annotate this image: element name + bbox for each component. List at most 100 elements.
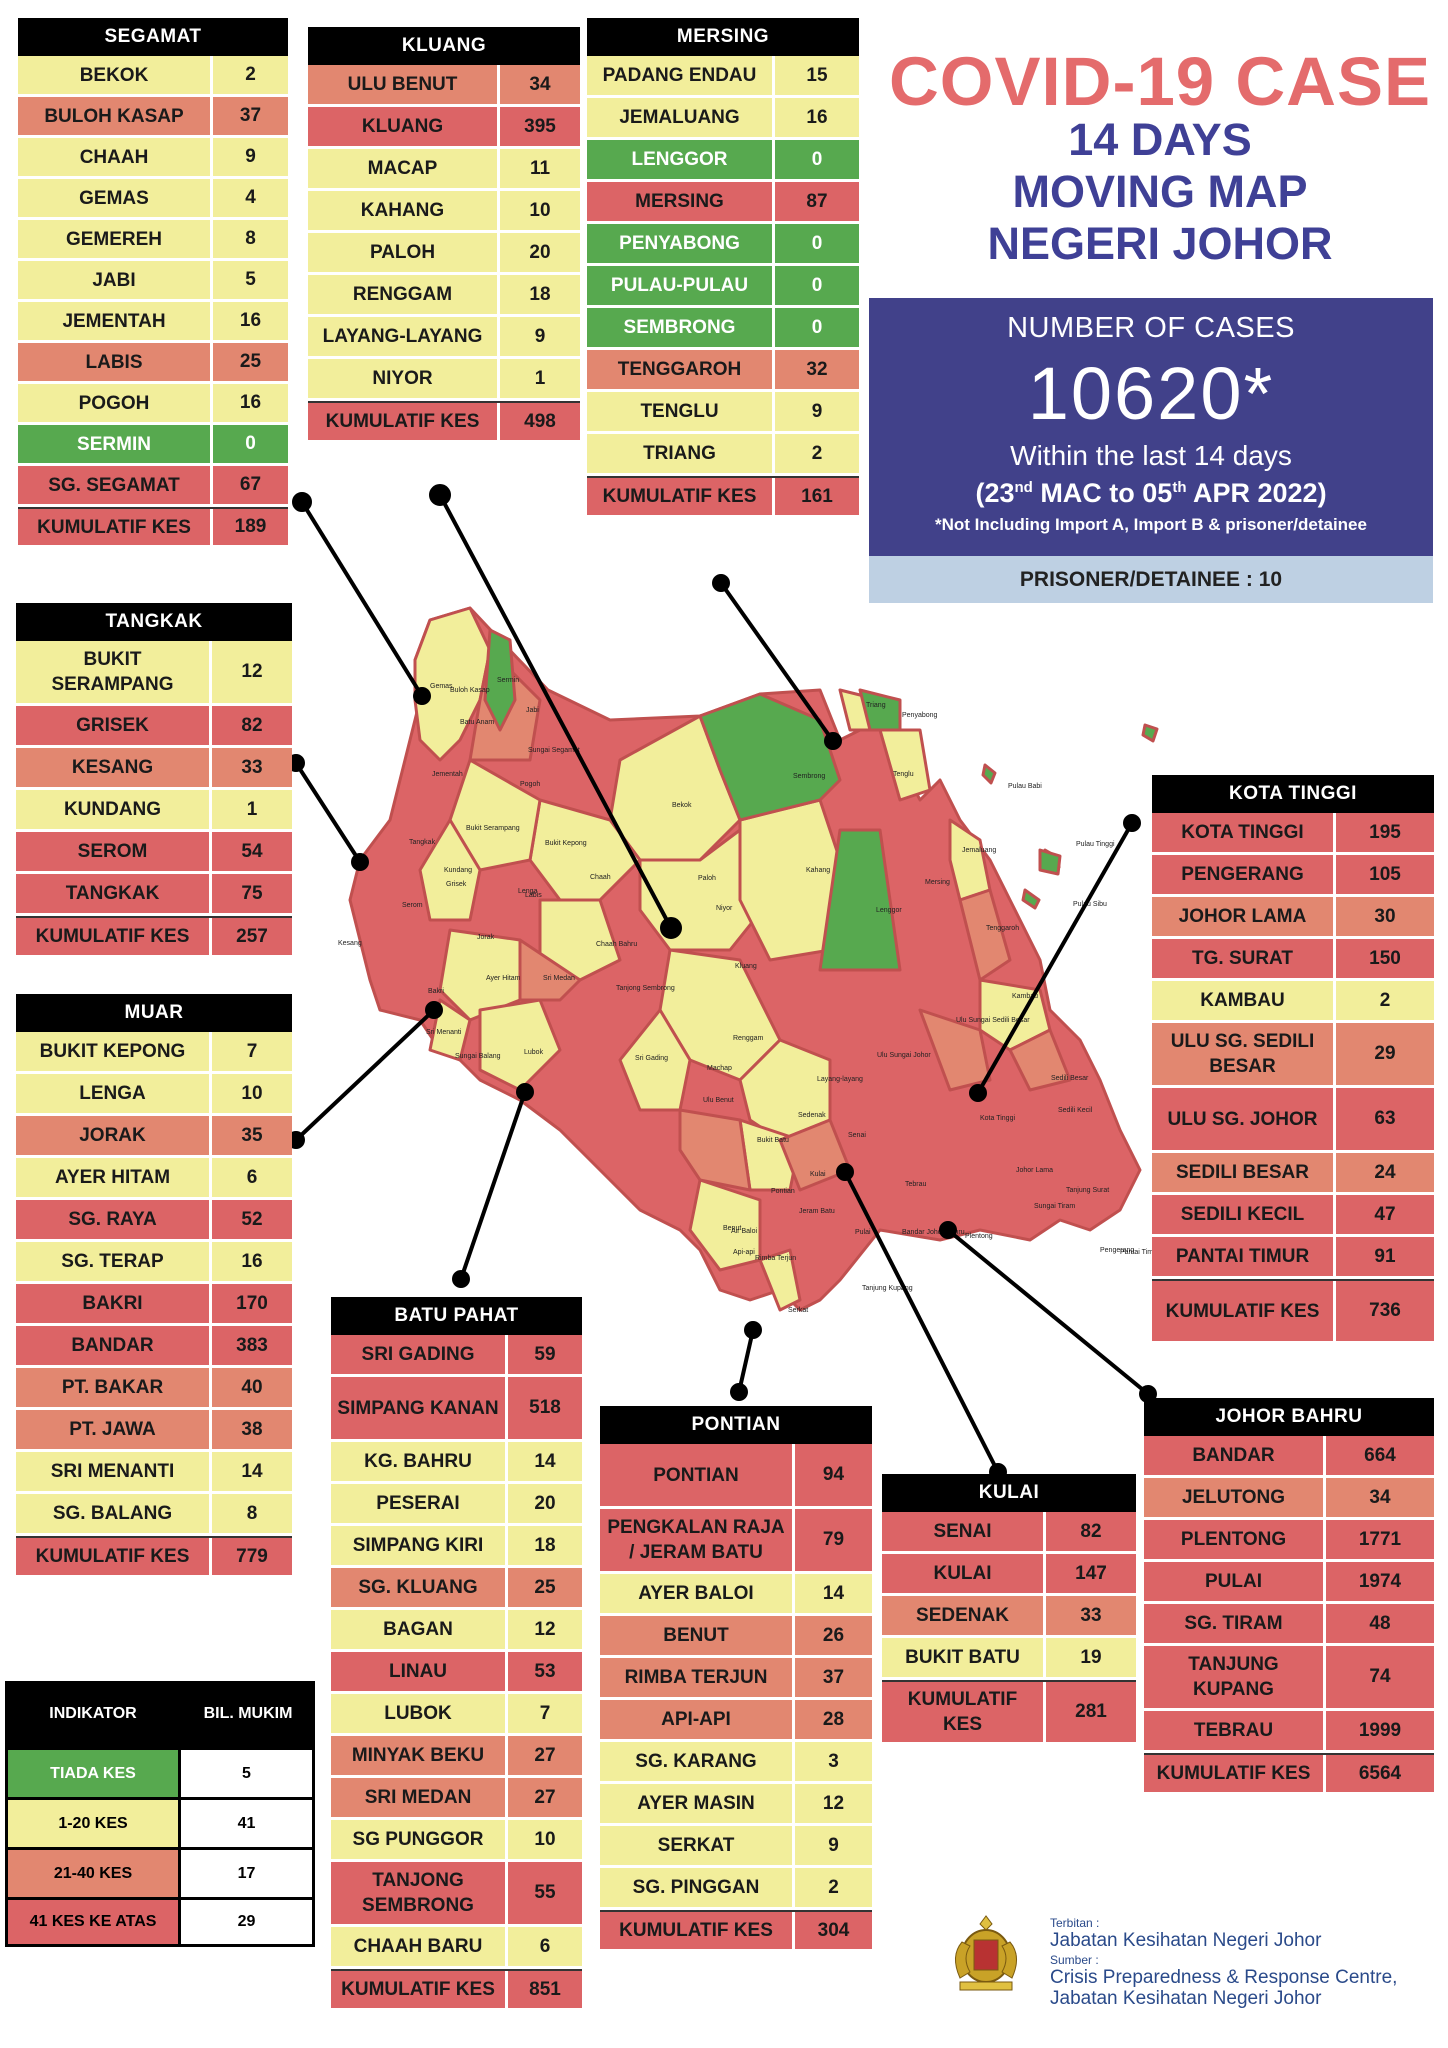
mukim-row: KULAI 147	[882, 1554, 1136, 1596]
mukim-name: PESERAI	[331, 1484, 508, 1523]
mukim-name: TANGKAK	[16, 874, 212, 913]
source-label: Sumber :	[1050, 1953, 1099, 1967]
mukim-row: SG. PINGGAN 2	[600, 1868, 872, 1910]
jata-negara-crest-icon	[955, 1915, 1017, 1991]
mukim-name: PALOH	[308, 233, 500, 272]
mukim-row: GRISEK 82	[16, 706, 292, 748]
kluang-header: KLUANG	[308, 27, 580, 65]
mukim-name: GRISEK	[16, 706, 212, 745]
mukim-name: BUKIT KEPONG	[16, 1032, 212, 1071]
mukim-cases: 25	[508, 1568, 582, 1607]
mukim-row: PT. BAKAR 40	[16, 1368, 292, 1410]
mukim-cases: 26	[795, 1616, 872, 1655]
mukim-row: ULU BENUT 34	[308, 65, 580, 107]
map-label: Sembrong	[793, 773, 825, 780]
mukim-row: MACAP 11	[308, 149, 580, 191]
prisoner-count: PRISONER/DETAINEE : 10	[869, 556, 1433, 603]
cumulative-row: KUMULATIF KES 6564	[1144, 1753, 1434, 1795]
mukim-name: MINYAK BEKU	[331, 1736, 508, 1775]
mukim-row: LENGGOR 0	[587, 140, 859, 182]
legend-indicator: 21-40 KES	[5, 1850, 181, 1897]
summary-total: 10620*	[1027, 352, 1275, 435]
mukim-cases: 67	[213, 466, 288, 504]
mukim-cases: 1	[500, 359, 580, 398]
mukim-name: JOHOR LAMA	[1152, 897, 1336, 936]
map-label: Renggam	[733, 1035, 764, 1042]
mukim-cases: 27	[508, 1778, 582, 1817]
mukim-name: SG PUNGGOR	[331, 1820, 508, 1859]
map-label: Jemaluang	[962, 847, 996, 854]
map-label: Machap	[707, 1065, 732, 1072]
mukim-name: SEMBRONG	[587, 308, 775, 347]
mukim-name: KUNDANG	[16, 790, 212, 829]
map-label: Sermin	[497, 677, 519, 684]
mukim-cases: 6564	[1326, 1755, 1434, 1792]
mukim-cases: 47	[1336, 1195, 1434, 1234]
mukim-name: SIMPANG KANAN	[331, 1377, 508, 1439]
map-label: Lenga	[518, 888, 538, 895]
map-label: Pulai	[855, 1229, 871, 1236]
legend-row: 41 KES KE ATAS 29	[5, 1897, 315, 1947]
mukim-cases: 63	[1336, 1088, 1434, 1150]
mukim-name: SEROM	[16, 832, 212, 871]
mukim-name: SRI GADING	[331, 1335, 508, 1374]
map-label: Layang-layang	[817, 1076, 863, 1083]
map-label: Bukit Kepong	[545, 840, 587, 847]
map-label: Sungai Balang	[455, 1053, 501, 1060]
summary-within: Within the last 14 days	[1010, 440, 1292, 471]
mukim-cases: 53	[508, 1652, 582, 1691]
map-label: Api-api	[733, 1249, 755, 1256]
mukim-row: PULAU-PULAU 0	[587, 266, 859, 308]
mukim-cases: 395	[500, 107, 580, 146]
mukim-row: MERSING 87	[587, 182, 859, 224]
mukim-cases: 6	[212, 1158, 292, 1197]
batu-pahat-table: BATU PAHAT SRI GADING 59 SIMPANG KANAN 518 KG…	[331, 1297, 582, 2011]
mukim-name: JORAK	[16, 1116, 212, 1155]
map-label: Pulau Tinggi	[1076, 841, 1115, 848]
mukim-name: SEDILI KECIL	[1152, 1195, 1336, 1234]
mukim-cases: 0	[775, 140, 859, 179]
map-label: Ulu Benut	[703, 1097, 734, 1104]
mukim-cases: 0	[775, 308, 859, 347]
mukim-row: BANDAR 383	[16, 1326, 292, 1368]
mukim-name: PENGKALAN RAJA / JERAM BATU	[600, 1509, 795, 1571]
legend-header-count: BIL. MUKIM	[203, 1705, 293, 1722]
kulai-header: KULAI	[882, 1474, 1136, 1512]
mukim-row: TANGKAK 75	[16, 874, 292, 916]
mukim-row: TANJUNG KUPANG 74	[1144, 1646, 1434, 1711]
mukim-cases: 29	[1336, 1023, 1434, 1085]
mukim-name: PULAU-PULAU	[587, 266, 775, 305]
mukim-cases: 55	[508, 1862, 582, 1924]
map-region-lenggor	[818, 828, 902, 972]
map-region-serkat	[758, 1248, 802, 1312]
mukim-cases: 16	[213, 384, 288, 422]
mukim-cases: 82	[212, 706, 292, 745]
range-end: APR 2022)	[1186, 478, 1327, 508]
mukim-cases: 8	[213, 220, 288, 258]
map-region-pontian-north	[688, 1178, 762, 1272]
mukim-cases: 15	[775, 56, 859, 95]
mukim-row: TEBRAU 1999	[1144, 1711, 1434, 1753]
mukim-cases: 9	[213, 138, 288, 176]
mukim-row: TENGGAROH 32	[587, 350, 859, 392]
kluang-table: KLUANG ULU BENUT 34 KLUANG 395 MACAP 11 KAHANG 1…	[308, 27, 580, 443]
legend-header: INDIKATOR BIL. MUKIM	[5, 1681, 315, 1747]
cumulative-row: KUMULATIF KES 281	[882, 1680, 1136, 1745]
mukim-row: TRIANG 2	[587, 434, 859, 476]
mukim-cases: 257	[212, 918, 292, 955]
mukim-cases: 14	[212, 1452, 292, 1491]
summary-box: NUMBER OF CASES 10620* Within the last 1…	[869, 298, 1433, 556]
mukim-cases: 12	[508, 1610, 582, 1649]
map-label: Sedili Kecil	[1058, 1107, 1093, 1114]
map-label: Lenggor	[876, 907, 902, 914]
mukim-cases: 52	[212, 1200, 292, 1239]
title-sub: 14 DAYS MOVING MAP NEGERI JOHOR	[900, 114, 1420, 270]
mukim-row: PULAI 1974	[1144, 1562, 1434, 1604]
map-label: Sungai Segamat	[528, 747, 580, 754]
map-label: Kesang	[338, 940, 362, 947]
summary-note: *Not Including Import A, Import B & pris…	[935, 515, 1367, 534]
map-label: Mersing	[925, 879, 950, 886]
mukim-row: JABI 5	[18, 261, 288, 302]
map-label: Buloh Kasap	[450, 687, 490, 694]
mukim-name: SRI MEDAN	[331, 1778, 508, 1817]
